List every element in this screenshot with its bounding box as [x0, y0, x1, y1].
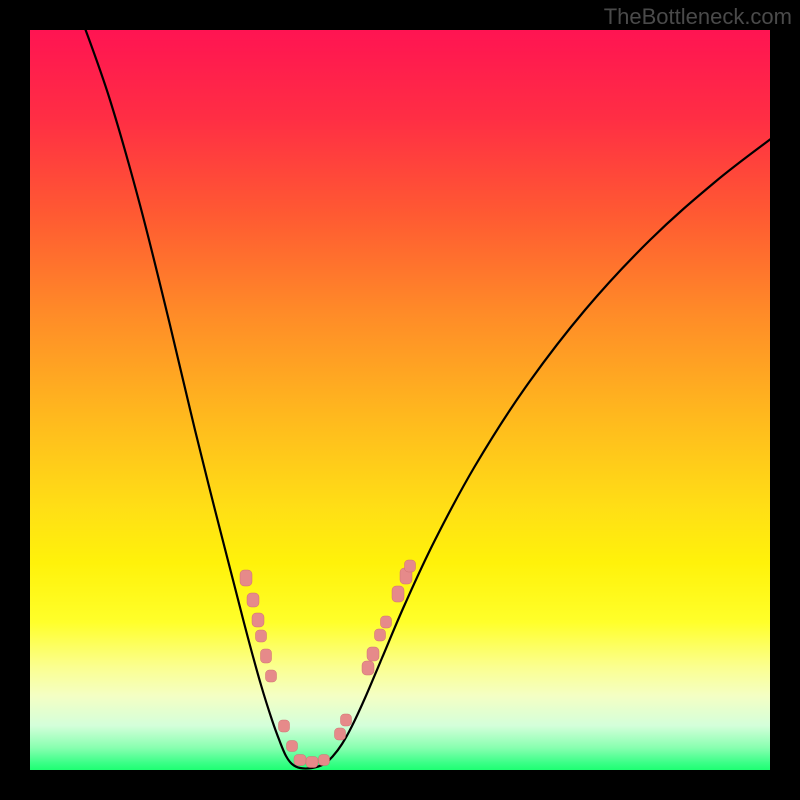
marker-point: [367, 647, 379, 661]
marker-point: [335, 728, 346, 740]
marker-point: [247, 593, 259, 607]
chart-svg: [30, 30, 770, 770]
marker-point: [405, 560, 416, 572]
marker-point: [240, 570, 252, 586]
marker-point: [341, 714, 352, 726]
plot-area: [30, 30, 770, 770]
marker-point: [287, 741, 298, 752]
marker-point: [252, 613, 264, 627]
marker-point: [319, 755, 330, 766]
marker-point: [261, 649, 272, 663]
watermark-text: TheBottleneck.com: [604, 4, 792, 30]
marker-point: [381, 616, 392, 628]
marker-point: [266, 670, 277, 682]
gradient-background: [30, 30, 770, 770]
marker-point: [256, 630, 267, 642]
marker-point: [392, 586, 404, 602]
marker-point: [362, 661, 374, 675]
marker-point: [306, 757, 318, 768]
marker-point: [279, 720, 290, 732]
marker-point: [294, 755, 306, 766]
marker-point: [375, 629, 386, 641]
